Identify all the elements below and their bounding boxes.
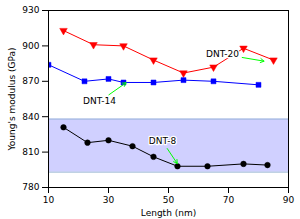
svg-text:840: 840	[22, 112, 39, 122]
svg-text:DNT-14: DNT-14	[83, 96, 116, 106]
svg-text:DNT-20: DNT-20	[206, 49, 239, 59]
svg-text:810: 810	[22, 147, 39, 157]
svg-text:50: 50	[163, 195, 175, 205]
svg-text:90: 90	[283, 195, 295, 205]
svg-text:Young's modulus (GPa): Young's modulus (GPa)	[7, 48, 17, 152]
svg-text:930: 930	[22, 5, 39, 15]
svg-text:70: 70	[223, 195, 235, 205]
svg-text:30: 30	[103, 195, 115, 205]
svg-text:Length (nm): Length (nm)	[141, 208, 196, 218]
svg-text:870: 870	[22, 76, 39, 86]
svg-text:DNT-8: DNT-8	[149, 136, 177, 146]
svg-text:10: 10	[43, 195, 55, 205]
svg-text:900: 900	[22, 41, 39, 51]
svg-text:780: 780	[22, 182, 39, 192]
